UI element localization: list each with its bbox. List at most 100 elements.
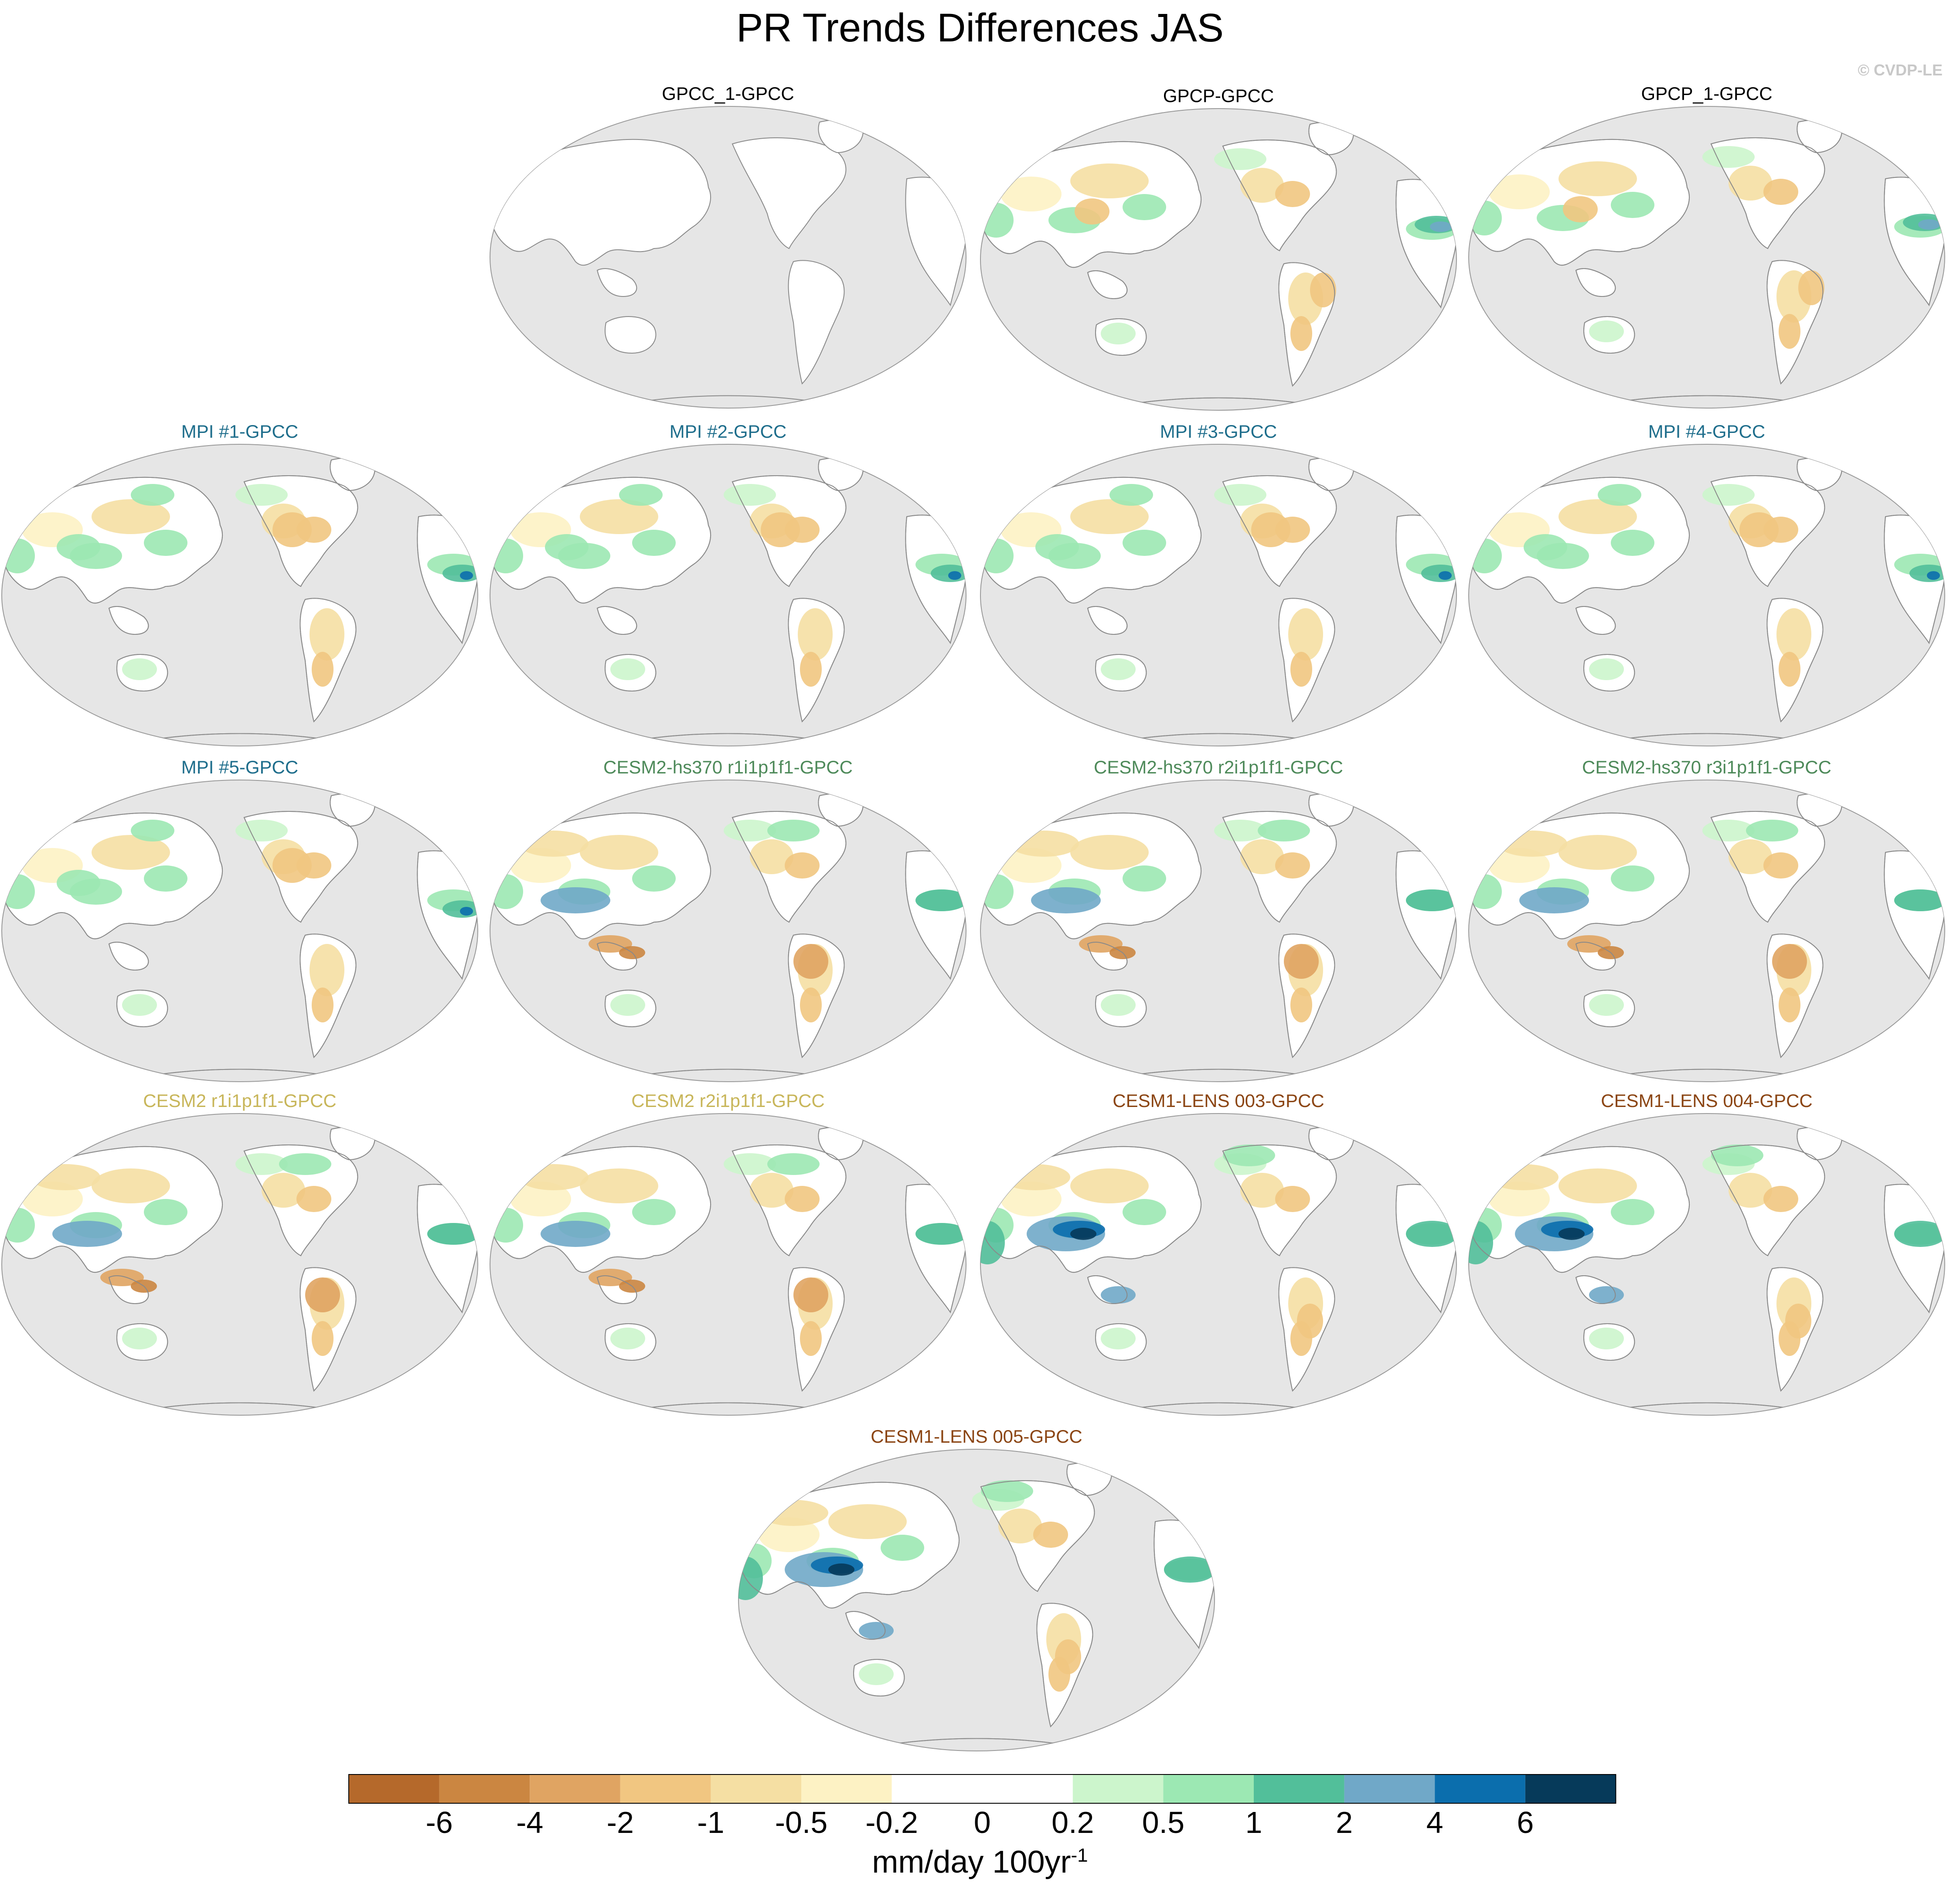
trend-patch [1702,146,1755,168]
trend-patch [1927,571,1940,580]
trend-patch [1000,177,1062,211]
trend-patch [828,1504,907,1539]
trend-patch [1772,944,1807,979]
trend-patch [144,530,187,556]
trend-patch [1123,530,1166,556]
colorbar-swatch [1163,1774,1254,1803]
trend-patch [1101,1328,1136,1349]
trend-patch [998,1509,1042,1543]
trend-patch [519,831,589,857]
trend-patch [800,1321,822,1356]
trend-patch [1589,658,1624,680]
panel-title: MPI #4-GPCC [1648,421,1766,442]
trend-patch [122,994,157,1016]
trend-patch [1611,1199,1654,1225]
credit-watermark: © CVDP-LE [1858,61,1943,79]
colorbar-swatch [620,1774,711,1803]
trend-patch [541,1221,610,1247]
units-exponent: -1 [1071,1845,1088,1866]
map-panel: MPI #4-GPCC [1467,421,1946,752]
trend-patch [144,865,187,892]
map-panel: MPI #1-GPCC [0,421,480,752]
coastlines [980,1127,1456,1413]
trend-patch [1031,887,1101,913]
panel-title: CESM1-LENS 003-GPCC [1113,1090,1324,1111]
trend-patch [1079,935,1123,953]
map-panel: CESM2 r2i1p1f1-GPCC [488,1090,968,1421]
trend-patch [610,658,645,680]
trend-patch [1123,1199,1166,1225]
trend-patch [296,1186,331,1212]
trend-patch [122,658,157,680]
map [980,1113,1457,1416]
trend-patch [272,512,312,547]
trend-patch [1489,1182,1550,1216]
colorbar-tick-label: 4 [1426,1805,1443,1839]
trend-field [1469,1144,1945,1356]
panel-title: MPI #3-GPCC [1160,421,1277,442]
trend-patch [1123,194,1166,220]
trend-patch [144,1199,187,1225]
map-panel: CESM1-LENS 004-GPCC [1467,1090,1946,1421]
trend-patch [580,1168,658,1203]
trend-patch [800,652,822,687]
trend-patch [1785,1304,1811,1338]
trend-patch [1101,658,1136,680]
trend-patch [1284,944,1319,979]
trend-patch [1779,652,1800,687]
trend-patch [31,1164,100,1190]
colorbar-tick-label: 0 [973,1805,991,1839]
map [980,444,1457,746]
trend-patch [305,1277,340,1312]
map [980,108,1457,411]
trend-patch [1776,608,1811,661]
trend-patch [1101,323,1136,344]
trend-patch [580,835,658,870]
trend-patch [1000,848,1062,883]
land-masses [490,119,966,385]
trend-patch [310,608,344,661]
trend-patch [1779,314,1800,349]
map-panel: CESM2-hs370 r3i1p1f1-GPCC [1467,756,1946,1088]
colorbar-units: mm/day 100yr-1 [0,1844,1960,1880]
trend-patch [1240,168,1284,203]
map [1,444,478,746]
map-panel: CESM2-hs370 r1i1p1f1-GPCC [488,756,968,1088]
trend-patch [1406,889,1456,911]
trend-patch [545,534,589,560]
trend-patch [1558,499,1637,534]
trend-patch [1070,163,1149,198]
trend-patch [1798,270,1824,305]
trend-patch [541,887,610,913]
trend-patch [1109,484,1153,506]
panel-title: GPCP-GPCC [1163,85,1274,106]
colorbar-tick-label: 6 [1517,1805,1534,1839]
trend-patch [859,1622,894,1639]
trend-patch [1702,820,1755,841]
trend-patch [1763,179,1798,205]
trend-patch [589,1269,632,1286]
trend-field [1469,146,1945,349]
trend-patch [1214,148,1266,170]
land-samerica [788,260,845,385]
trend-patch [793,1277,828,1312]
trend-patch [1489,1164,1558,1190]
trend-patch [798,608,833,661]
trend-patch [881,1535,924,1561]
trend-patch [131,820,174,841]
map [490,444,966,746]
trend-patch [619,484,663,506]
trend-patch [1497,831,1567,857]
trend-patch [1563,196,1598,222]
trend-field [980,484,1456,687]
trend-patch [1558,835,1637,870]
trend-patch [100,1269,144,1286]
trend-patch [1275,1186,1310,1212]
trend-patch [724,820,776,841]
colorbar-tick-label: 0.5 [1142,1805,1185,1839]
trend-field [1469,820,1945,1022]
trend-patch [1000,1164,1070,1190]
colorbar-swatch [1525,1774,1616,1803]
trend-patch [724,1153,776,1175]
map [1,780,478,1082]
